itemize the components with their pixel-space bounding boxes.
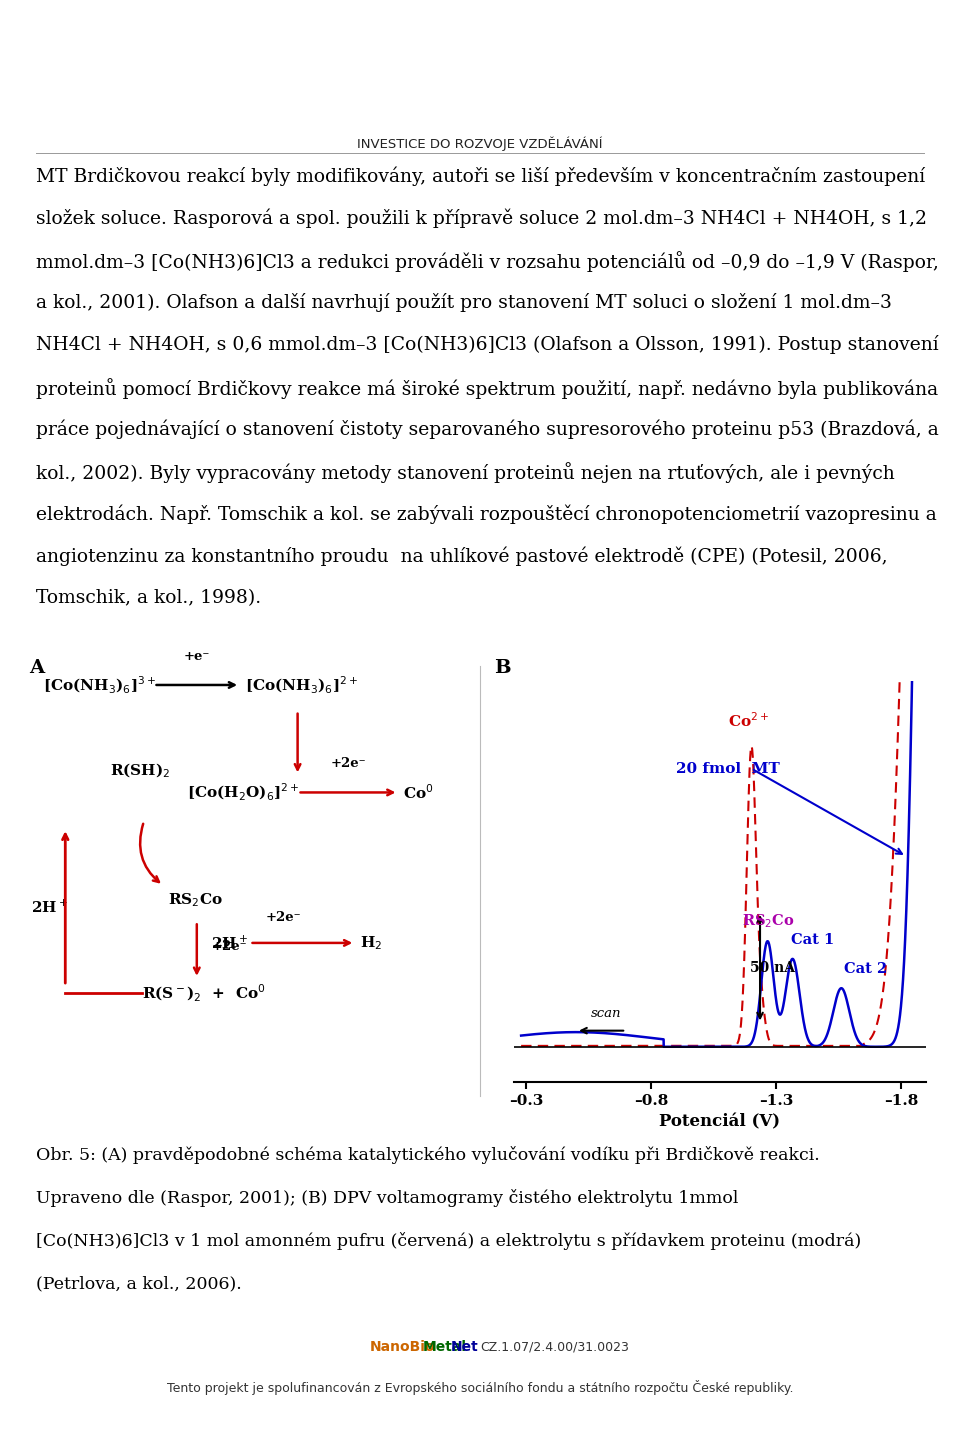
Text: Co$^{2+}$: Co$^{2+}$ — [729, 712, 769, 731]
Text: MT Brdičkovou reakcí byly modifikovány, autoři se liší především v koncentračním: MT Brdičkovou reakcí byly modifikovány, … — [36, 166, 925, 186]
Text: Tento projekt je spolufinancován z Evropského sociálního fondu a státního rozpoč: Tento projekt je spolufinancován z Evrop… — [167, 1380, 793, 1394]
Bar — [144, 57, 816, 165]
Text: proteinů pomocí Brdičkovy reakce má široké spektrum použití, např. nedávno byla : proteinů pomocí Brdičkovy reakce má širo… — [36, 377, 939, 398]
Text: +2e⁻: +2e⁻ — [211, 940, 247, 953]
Text: A: A — [29, 659, 44, 678]
Text: elektrodách. Např. Tomschik a kol. se zabývali rozpouštěcí chronopotenciometrií : elektrodách. Např. Tomschik a kol. se za… — [36, 504, 937, 524]
Text: R(SH)$_2$: R(SH)$_2$ — [110, 762, 171, 780]
Text: Upraveno dle (Raspor, 2001); (B) DPV voltamogramy čistého elektrolytu 1mmol: Upraveno dle (Raspor, 2001); (B) DPV vol… — [36, 1189, 739, 1208]
Text: CZ.1.07/2.4.00/31.0023: CZ.1.07/2.4.00/31.0023 — [480, 1340, 629, 1354]
Text: RS$_2$Co: RS$_2$Co — [742, 911, 795, 930]
Text: H$_2$: H$_2$ — [360, 934, 382, 952]
Text: NH4Cl + NH4OH, s 0,6 mmol.dm–3 [Co(NH3)6]Cl3 (Olafson a Olsson, 1991). Postup st: NH4Cl + NH4OH, s 0,6 mmol.dm–3 [Co(NH3)6… — [36, 335, 939, 354]
Text: RS$_2$Co: RS$_2$Co — [168, 891, 223, 909]
Text: [Co(NH$_3$)$_6$]$^{2+}$: [Co(NH$_3$)$_6$]$^{2+}$ — [245, 675, 358, 695]
Text: 20 fmol  MT: 20 fmol MT — [676, 761, 780, 775]
Text: +2e⁻: +2e⁻ — [265, 910, 301, 924]
Text: Net: Net — [451, 1340, 479, 1354]
Text: angiotenzinu za konstantního proudu  na uhlíkové pastové elektrodě (CPE) (Potesi: angiotenzinu za konstantního proudu na u… — [36, 546, 888, 566]
Text: (Petrlova, a kol., 2006).: (Petrlova, a kol., 2006). — [36, 1275, 242, 1293]
Text: +2e⁻: +2e⁻ — [330, 757, 366, 771]
Text: scan: scan — [591, 1007, 621, 1020]
X-axis label: Potenciál (V): Potenciál (V) — [660, 1113, 780, 1131]
Text: Cat 2: Cat 2 — [844, 963, 887, 976]
Text: Metal: Metal — [422, 1340, 467, 1354]
Text: a kol., 2001). Olafson a další navrhují použít pro stanovení MT soluci o složení: a kol., 2001). Olafson a další navrhují … — [36, 294, 893, 312]
Text: Cat 1: Cat 1 — [791, 933, 834, 947]
Text: R(S$^-$)$_2$  +  Co$^0$: R(S$^-$)$_2$ + Co$^0$ — [142, 983, 266, 1003]
Text: B: B — [494, 659, 511, 678]
Text: [Co(NH$_3$)$_6$]$^{3+}$: [Co(NH$_3$)$_6$]$^{3+}$ — [43, 675, 156, 695]
Text: Obr. 5: (A) pravděpodobné schéma katalytického vylučování vodíku při Brdičkově r: Obr. 5: (A) pravděpodobné schéma katalyt… — [36, 1146, 820, 1165]
Text: Co$^0$: Co$^0$ — [403, 782, 434, 802]
Text: 2H$^+$: 2H$^+$ — [31, 898, 68, 916]
Text: 50 nA: 50 nA — [750, 960, 795, 974]
Text: práce pojednávající o stanovení čistoty separovaného supresorového proteinu p53 : práce pojednávající o stanovení čistoty … — [36, 420, 939, 440]
Text: [Co(H$_2$O)$_6$]$^{2+}$: [Co(H$_2$O)$_6$]$^{2+}$ — [187, 782, 300, 802]
Text: +e⁻: +e⁻ — [183, 649, 210, 663]
Text: složek soluce. Rasporová a spol. použili k přípravě soluce 2 mol.dm–3 NH4Cl + NH: složek soluce. Rasporová a spol. použili… — [36, 208, 927, 228]
Text: kol., 2002). Byly vypracovány metody stanovení proteinů nejen na rtuťových, ale : kol., 2002). Byly vypracovány metody sta… — [36, 461, 896, 483]
Text: NanoBio: NanoBio — [370, 1340, 435, 1354]
Text: 2H$^+$: 2H$^+$ — [211, 934, 249, 952]
Text: INVESTICE DO ROZVOJE VZDĚLÁVÁNÍ: INVESTICE DO ROZVOJE VZDĚLÁVÁNÍ — [357, 136, 603, 150]
Text: [Co(NH3)6]Cl3 v 1 mol amonném pufru (červená) a elektrolytu s přídavkem proteinu: [Co(NH3)6]Cl3 v 1 mol amonném pufru (čer… — [36, 1232, 862, 1251]
Text: Tomschik, a kol., 1998).: Tomschik, a kol., 1998). — [36, 589, 262, 608]
Text: mmol.dm–3 [Co(NH3)6]Cl3 a redukci prováděli v rozsahu potenciálů od –0,9 do –1,9: mmol.dm–3 [Co(NH3)6]Cl3 a redukci provád… — [36, 251, 939, 272]
